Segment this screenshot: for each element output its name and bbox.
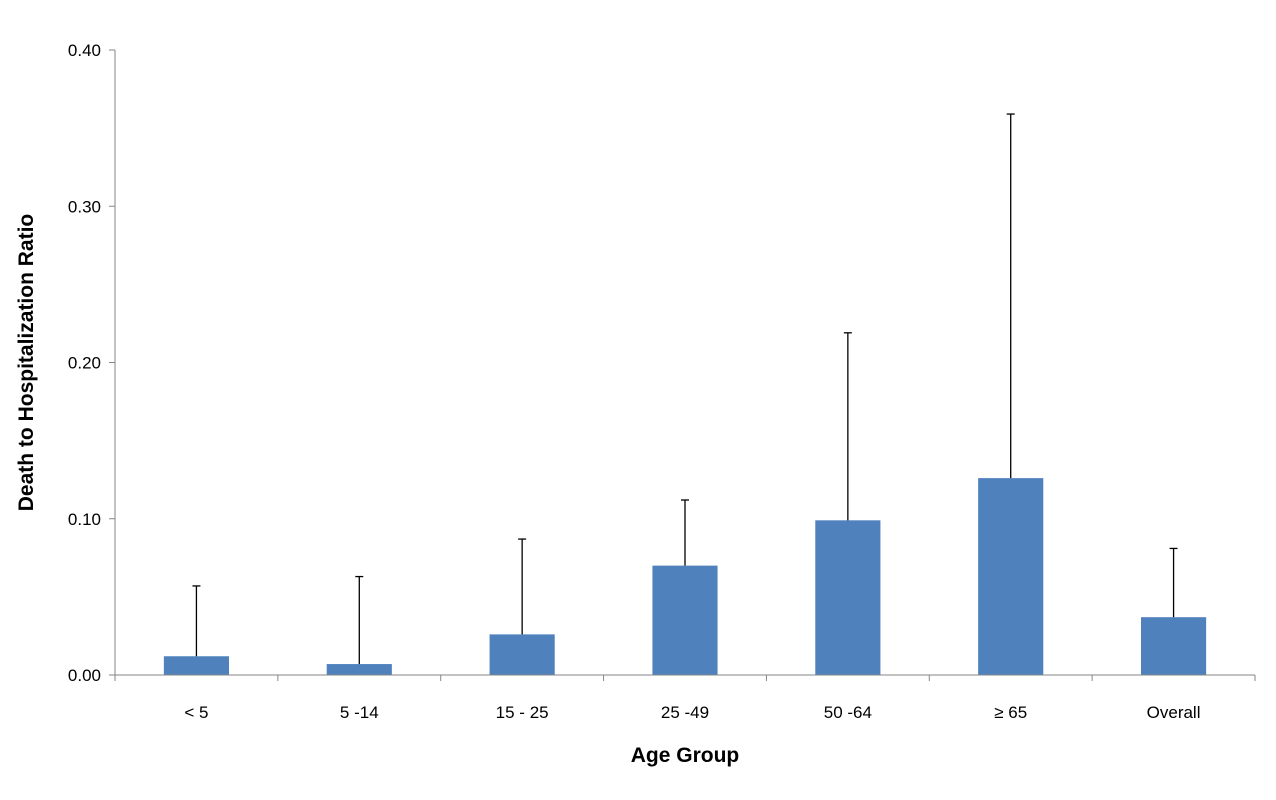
y-tick-label: 0.30	[68, 197, 101, 216]
y-tick-label: 0.40	[68, 41, 101, 60]
error-bars-group	[192, 113, 1178, 665]
x-tick-label: 50 -64	[824, 703, 872, 722]
x-axis-title: Age Group	[631, 744, 740, 767]
y-axis-title: Death to Hospitalization Ratio	[15, 214, 38, 512]
y-tick-label: 0.10	[68, 510, 101, 529]
x-tick-label: ≥ 65	[994, 703, 1027, 722]
bar	[815, 520, 881, 675]
bar	[489, 634, 555, 675]
bar	[1141, 617, 1207, 675]
bar	[326, 664, 392, 675]
x-tick-label: Overall	[1147, 703, 1201, 722]
x-ticks-group: < 5 5 -14 15 - 25 25 -49 50 -64 ≥ 65 Overall	[114, 675, 1256, 722]
y-tick-label: 0.00	[68, 666, 101, 685]
x-tick-label: 5 -14	[340, 703, 379, 722]
y-ticks-group: 0.00 0.10 0.20 0.30 0.40	[68, 41, 115, 685]
y-tick-label: 0.20	[68, 354, 101, 373]
x-tick-label: 25 -49	[661, 703, 709, 722]
x-tick-label: < 5	[184, 703, 208, 722]
x-tick-label: 15 - 25	[496, 703, 549, 722]
bar	[978, 478, 1044, 675]
bars-group	[163, 478, 1207, 675]
bar	[652, 565, 718, 675]
bar	[163, 656, 229, 675]
